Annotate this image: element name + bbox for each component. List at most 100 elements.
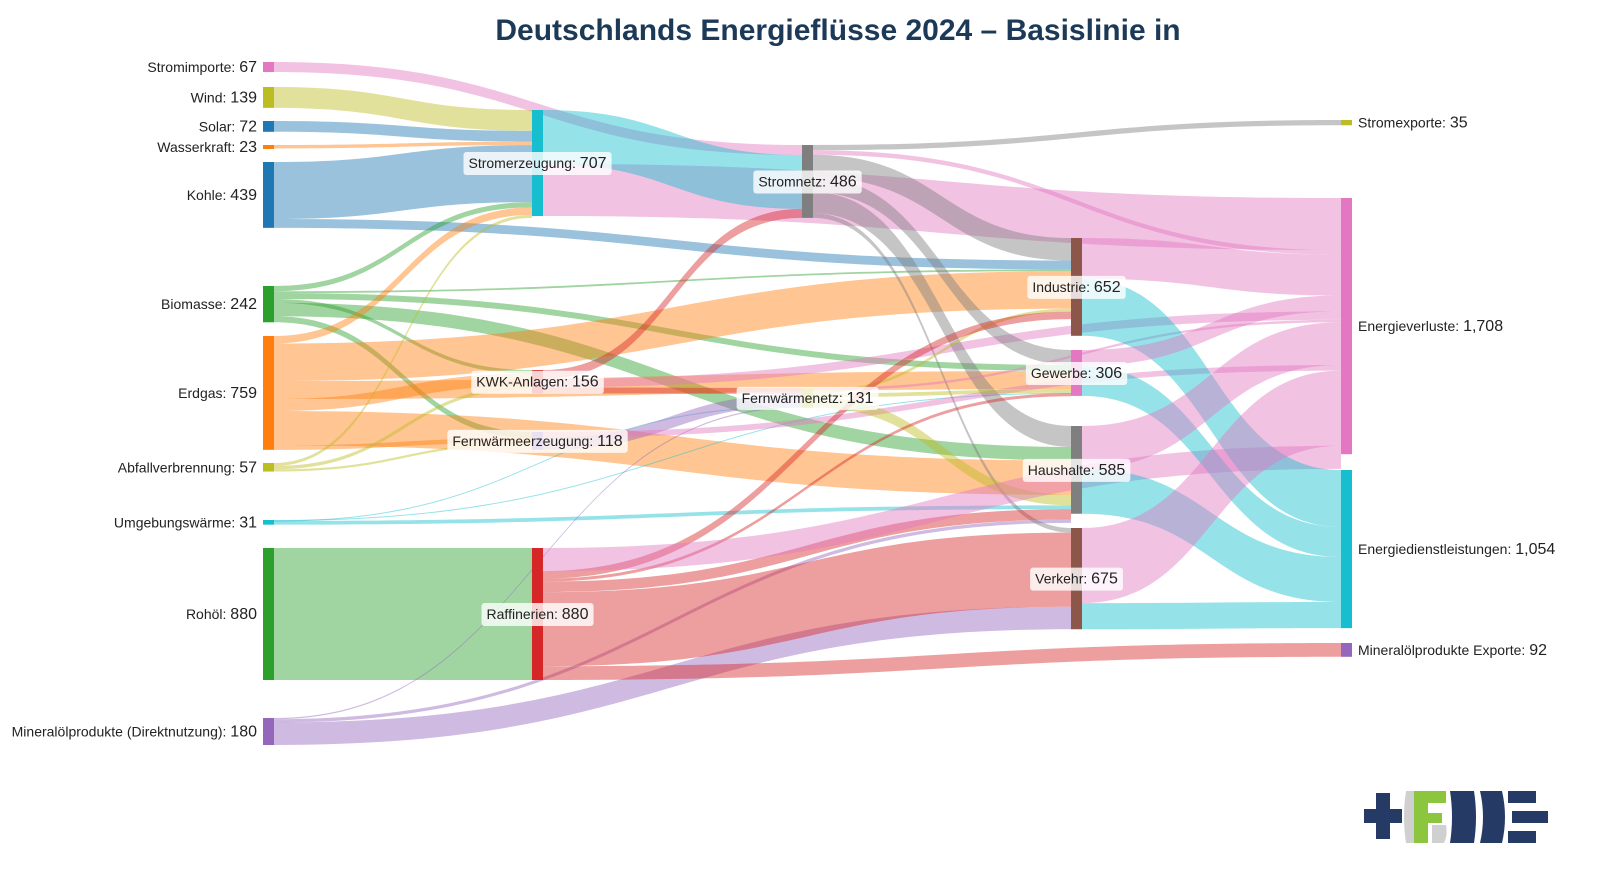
link-fwe-to-verluste[interactable] — [543, 364, 1341, 438]
link-raffinerien-to-industrie[interactable] — [543, 311, 1071, 579]
node-minexporte[interactable] — [1341, 643, 1352, 657]
node-label-value: 139 — [230, 89, 257, 106]
link-biomasse-to-gewerbe[interactable] — [274, 293, 1071, 371]
node-label-kwk: KWK-Anlagen: 156 — [476, 374, 599, 391]
node-label-verluste: Energieverluste: 1,708 — [1358, 318, 1503, 335]
link-raffinerien-to-gewerbe[interactable] — [543, 393, 1071, 582]
link-verkehr-to-dienst[interactable] — [1082, 602, 1341, 630]
node-label-name: Energieverluste: — [1358, 318, 1463, 334]
node-mineral[interactable] — [263, 718, 274, 745]
node-label-name: Stromexporte: — [1358, 115, 1450, 131]
node-umgebung[interactable] — [263, 520, 274, 525]
node-label-value: 1,054 — [1515, 541, 1555, 558]
node-rohoel[interactable] — [263, 548, 274, 680]
link-wasserkraft-to-stromerzeugung[interactable] — [274, 141, 532, 149]
node-label-value: 880 — [230, 606, 257, 623]
node-label-value: 675 — [1091, 571, 1118, 588]
link-stromnetz-to-industrie[interactable] — [813, 154, 1071, 261]
node-kohle[interactable] — [263, 162, 274, 228]
link-haushalte-to-verluste[interactable] — [1082, 322, 1341, 469]
node-label-gewerbe: Gewerbe: 306 — [1031, 365, 1122, 382]
node-label-name: Fernwärmenetz: — [742, 390, 847, 406]
link-kwk-to-verluste[interactable] — [543, 311, 1341, 388]
link-biomasse-to-industrie[interactable] — [274, 269, 1071, 294]
node-solar[interactable] — [263, 121, 274, 132]
node-label-raffinerien: Raffinerien: 880 — [487, 606, 589, 623]
link-umgebung-to-gewerbe[interactable] — [274, 392, 1071, 521]
link-kohle-to-industrie[interactable] — [274, 219, 1071, 270]
node-label-abfall: Abfallverbrennung: 57 — [118, 459, 257, 476]
link-stromnetz-to-haushalte[interactable] — [813, 192, 1071, 447]
node-label-stromerzeugung: Stromerzeugung: 707 — [469, 155, 607, 172]
node-dienst[interactable] — [1341, 470, 1352, 629]
link-biomasse-to-stromerzeugung[interactable] — [274, 202, 532, 292]
link-kwk-to-stromnetz[interactable] — [543, 208, 802, 379]
link-rohoel-to-raffinerien[interactable] — [274, 548, 532, 680]
link-erdgas-to-stromerzeugung[interactable] — [274, 207, 532, 344]
link-erdgas-to-industrie[interactable] — [274, 271, 1071, 381]
link-wind-to-stromerzeugung[interactable] — [274, 87, 532, 131]
link-stromnetz-to-verkehr[interactable] — [813, 213, 1071, 533]
link-abfall-to-stromerzeugung[interactable] — [274, 214, 532, 466]
node-wasserkraft[interactable] — [263, 145, 274, 149]
node-label-value: 242 — [230, 296, 257, 313]
link-fwn-to-haushalte[interactable] — [813, 397, 1071, 506]
link-verkehr-to-verluste[interactable] — [1082, 370, 1341, 604]
node-label-stromimporte: Stromimporte: 67 — [147, 59, 257, 76]
node-biomasse[interactable] — [263, 286, 274, 323]
link-mineral-to-haushalte[interactable] — [274, 519, 1071, 723]
link-umgebung-to-fwn[interactable] — [274, 406, 802, 522]
link-haushalte-to-dienst[interactable] — [1082, 468, 1341, 602]
node-label-value: 118 — [597, 433, 623, 450]
node-label-minexporte: Mineralölprodukte Exporte: 92 — [1358, 642, 1547, 659]
link-raffinerien-to-haushalte[interactable] — [543, 509, 1071, 593]
link-stromerzeugung-to-verluste[interactable] — [543, 163, 1341, 251]
link-gewerbe-to-dienst[interactable] — [1082, 365, 1341, 557]
link-abfall-to-kwk[interactable] — [274, 385, 532, 470]
node-label-value: 31 — [239, 514, 257, 531]
node-wind[interactable] — [263, 87, 274, 108]
link-biomasse-to-haushalte[interactable] — [274, 302, 1071, 461]
link-erdgas-to-kwk[interactable] — [274, 373, 532, 411]
link-abfall-to-fwe[interactable] — [274, 442, 532, 472]
node-label-rohoel: Rohöl: 880 — [186, 606, 257, 623]
node-erdgas[interactable] — [263, 336, 274, 450]
link-raffinerien-to-verluste[interactable] — [543, 445, 1341, 572]
node-label-value: 306 — [1095, 365, 1122, 382]
node-label-name: Biomasse: — [161, 296, 230, 312]
node-stromexporte[interactable] — [1341, 120, 1352, 126]
link-mineral-to-verkehr[interactable] — [274, 606, 1071, 745]
node-label-stromnetz: Stromnetz: 486 — [758, 173, 856, 190]
node-abfall[interactable] — [263, 463, 274, 472]
node-label-name: Haushalte: — [1028, 462, 1099, 478]
link-stromnetz-to-verluste[interactable] — [813, 150, 1341, 255]
node-label-value: 759 — [230, 385, 257, 402]
link-biomasse-to-kwk[interactable] — [274, 299, 532, 374]
link-gewerbe-to-verluste[interactable] — [1082, 295, 1341, 366]
link-stromerzeugung-to-stromnetz[interactable] — [543, 110, 802, 209]
node-label-background — [736, 386, 879, 410]
link-raffinerien-to-minexporte[interactable] — [543, 643, 1341, 680]
node-verluste[interactable] — [1341, 198, 1352, 455]
link-raffinerien-to-verkehr[interactable] — [543, 532, 1071, 667]
node-label-background — [463, 152, 612, 176]
node-label-value: 67 — [239, 59, 257, 76]
node-label-name: Energiedienstleistungen: — [1358, 541, 1515, 557]
node-label-dienst: Energiedienstleistungen: 1,054 — [1358, 541, 1555, 558]
node-label-value: 880 — [562, 606, 589, 623]
link-biomasse-to-fwe[interactable] — [274, 316, 532, 438]
link-stromnetz-to-gewerbe[interactable] — [813, 177, 1071, 365]
node-label-value: 707 — [580, 155, 607, 172]
link-stromnetz-to-stromexporte[interactable] — [813, 120, 1341, 151]
link-solar-to-stromerzeugung[interactable] — [274, 121, 532, 142]
node-label-name: Gewerbe: — [1031, 365, 1096, 381]
link-umgebung-to-haushalte[interactable] — [274, 505, 1071, 525]
link-industrie-to-dienst[interactable] — [1082, 278, 1341, 527]
link-fwn-to-industrie[interactable] — [813, 308, 1071, 394]
node-label-value: 439 — [230, 187, 257, 204]
link-industrie-to-verluste[interactable] — [1082, 238, 1341, 296]
link-stromimporte-to-stromnetz[interactable] — [274, 62, 802, 156]
node-label-value: 156 — [572, 374, 599, 391]
node-stromimporte[interactable] — [263, 62, 274, 73]
